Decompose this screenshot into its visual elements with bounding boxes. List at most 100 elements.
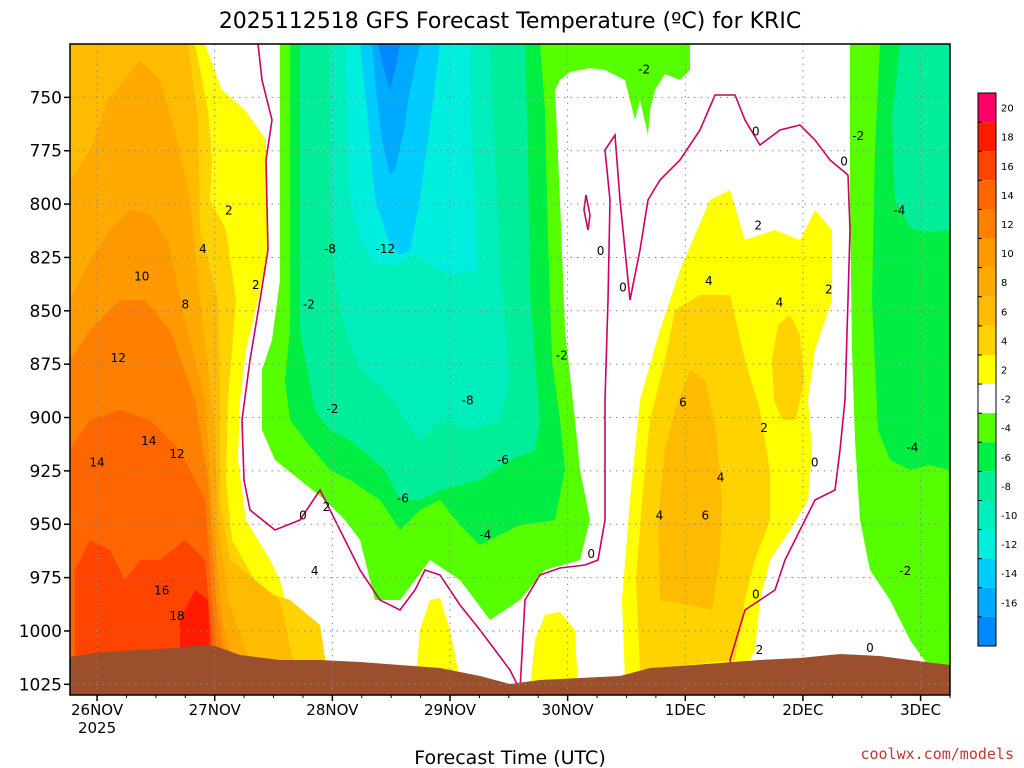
colorbar-swatch	[978, 267, 996, 297]
colorbar-label: 10	[1001, 249, 1014, 260]
contour-label: 2	[825, 282, 833, 296]
contour-label: -4	[906, 440, 918, 454]
contour-label: -12	[375, 242, 395, 256]
terrain-surface	[70, 645, 950, 695]
y-tick-label: 950	[30, 515, 62, 535]
contour-label: 4	[705, 274, 713, 288]
colorbar-swatch	[978, 209, 996, 239]
colorbar-label: -2	[1001, 395, 1011, 406]
contour-label: -6	[497, 453, 509, 467]
contour-label: -2	[556, 349, 568, 363]
contour-label: 0	[752, 125, 760, 139]
colorbar-label: 14	[1001, 191, 1014, 202]
contour-label: 0	[619, 280, 627, 294]
chart-title: 2025112518 GFS Forecast Temperature (ºC)…	[219, 9, 801, 34]
y-axis: 750 775 800 825 850 875 900 925 950 975 1000 1025	[19, 88, 70, 695]
colorbar-label: 6	[1001, 307, 1007, 318]
contour-label: 0	[811, 455, 819, 469]
contour-label: 4	[717, 470, 725, 484]
contour-label: 8	[181, 297, 189, 311]
colorbar-label: 4	[1001, 336, 1007, 347]
zero-contour-right	[729, 174, 851, 691]
contour-label: -2	[326, 402, 338, 416]
contour-label: 2	[756, 643, 764, 657]
band-6-8-dec	[658, 370, 722, 610]
contour-label: 4	[776, 295, 784, 309]
contour-label: 0	[299, 509, 307, 523]
contour-label: -8	[462, 393, 474, 407]
colorbar-label: 2	[1001, 366, 1007, 377]
contour-label: 6	[679, 396, 687, 410]
contour-label: 4	[311, 564, 319, 578]
colorbar-label: -4	[1001, 424, 1011, 435]
zero-contour-center	[519, 94, 849, 691]
contour-label: 0	[840, 154, 848, 168]
y-tick-label: 925	[30, 462, 62, 482]
contour-label: 2	[225, 203, 233, 217]
contour-label: 0	[866, 641, 874, 655]
plot-area	[70, 44, 950, 695]
x-tick-label: 27NOV	[189, 701, 242, 719]
y-tick-label: 825	[30, 248, 62, 268]
colorbar-label: 20	[1001, 104, 1014, 115]
colorbar-swatch	[978, 151, 996, 181]
colorbar-swatch	[978, 558, 996, 588]
colorbar-label: 16	[1001, 162, 1014, 173]
contour-label: 12	[111, 351, 126, 365]
band-m2-m4-upper	[555, 44, 690, 135]
credit-link[interactable]: coolwx.com/models	[860, 745, 1014, 763]
contour-label: 0	[587, 547, 595, 561]
y-tick-label: 1025	[19, 675, 62, 695]
grid-lines	[70, 44, 950, 695]
contour-label: 0	[752, 588, 760, 602]
contour-label: 14	[141, 434, 156, 448]
colorbar-swatch	[978, 442, 996, 472]
x-tick-year: 2025	[78, 719, 116, 737]
colorbar-swatch	[978, 616, 996, 646]
colorbar-swatch	[978, 529, 996, 559]
band-m16-m18	[378, 44, 400, 90]
contour-label: 6	[701, 509, 709, 523]
colorbar-swatch	[978, 180, 996, 210]
contour-label: 14	[89, 455, 104, 469]
plot-frame	[69, 43, 951, 696]
x-tick-label: 2DEC	[782, 701, 823, 719]
colorbar-label: 12	[1001, 220, 1014, 231]
colorbar-swatch	[978, 587, 996, 617]
contour-label: -2	[899, 564, 911, 578]
colorbar: 20 18 16 14 12 10 8 6 4 2 -2 -4 -6 -8 -10 -12 -14 -16	[977, 92, 1017, 647]
contour-label: -2	[852, 129, 864, 143]
y-tick-label: 975	[30, 569, 62, 589]
y-tick-label: 875	[30, 355, 62, 375]
contour-label: 18	[169, 609, 184, 623]
contour-label: -6	[397, 492, 409, 506]
colorbar-swatch	[978, 238, 996, 268]
colorbar-label: -16	[1001, 598, 1017, 609]
band-m14-m16	[372, 44, 420, 175]
contour-label: 2	[760, 421, 768, 435]
colorbar-swatch	[978, 93, 996, 123]
contour-label: -2	[638, 63, 650, 77]
y-tick-label: 850	[30, 302, 62, 322]
y-tick-label: 800	[30, 195, 62, 215]
colorbar-swatch	[978, 325, 996, 355]
x-tick-label: 26NOV	[71, 701, 124, 719]
zero-contour-small	[583, 194, 591, 231]
x-tick-label: 29NOV	[424, 701, 477, 719]
x-tick-label: 30NOV	[542, 701, 595, 719]
contour-label: 4	[199, 242, 207, 256]
warm-air-region-dec	[622, 190, 832, 680]
contour-label: 2	[252, 278, 260, 292]
colorbar-label: -8	[1001, 482, 1011, 493]
y-tick-label: 1000	[19, 622, 62, 642]
colorbar-swatch	[978, 413, 996, 443]
contour-label: -8	[324, 242, 336, 256]
zero-contours	[241, 44, 851, 691]
colorbar-swatch	[978, 471, 996, 501]
contour-label: 4	[656, 509, 664, 523]
contour-label: 0	[597, 244, 605, 258]
colorbar-swatch	[978, 122, 996, 152]
x-axis-label: Forecast Time (UTC)	[414, 747, 605, 768]
contour-label: -4	[893, 203, 905, 217]
